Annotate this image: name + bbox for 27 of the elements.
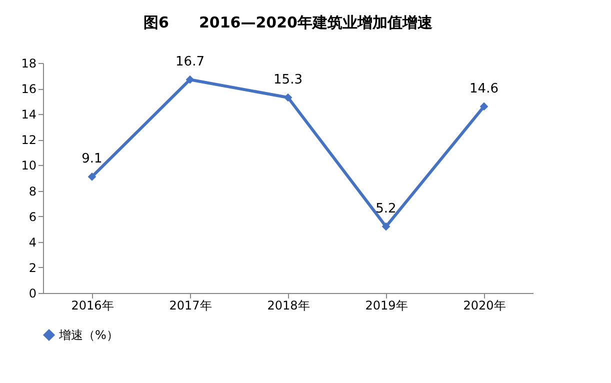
y-tick-label: 8: [28, 184, 36, 198]
x-tick-label: 2018年: [267, 298, 310, 312]
point: [382, 222, 390, 231]
y-tick-label: 6: [28, 210, 36, 224]
data-label: 9.1: [82, 152, 102, 167]
chart-title: 图6 2016—2020年建筑业增加值增速: [144, 14, 434, 32]
x-tick-label: 2019年: [365, 298, 408, 312]
point: [284, 93, 292, 102]
point: [186, 75, 194, 84]
data-label: 14.6: [470, 81, 498, 96]
y-tick-label: 18: [21, 56, 36, 70]
y-tick-label: 4: [28, 235, 36, 250]
y-tick-label: 0: [28, 286, 36, 300]
point: [88, 172, 96, 181]
data-label: 15.3: [274, 72, 302, 88]
x-tick-label: 2020年: [463, 298, 506, 312]
y-tick-label: 2: [28, 260, 36, 275]
y-tick-label: 14: [21, 108, 36, 122]
y-tick-label: 10: [21, 158, 36, 173]
x-tick-label: 2016年: [71, 298, 114, 312]
data-label: 5.2: [376, 202, 396, 217]
data-label: 16.7: [176, 54, 204, 70]
point: [480, 102, 488, 111]
x-tick-label: 2017年: [169, 298, 212, 312]
legend-label: 增速（%）: [58, 328, 118, 342]
y-tick-label: 16: [21, 82, 36, 96]
y-tick-label: 12: [21, 133, 36, 148]
